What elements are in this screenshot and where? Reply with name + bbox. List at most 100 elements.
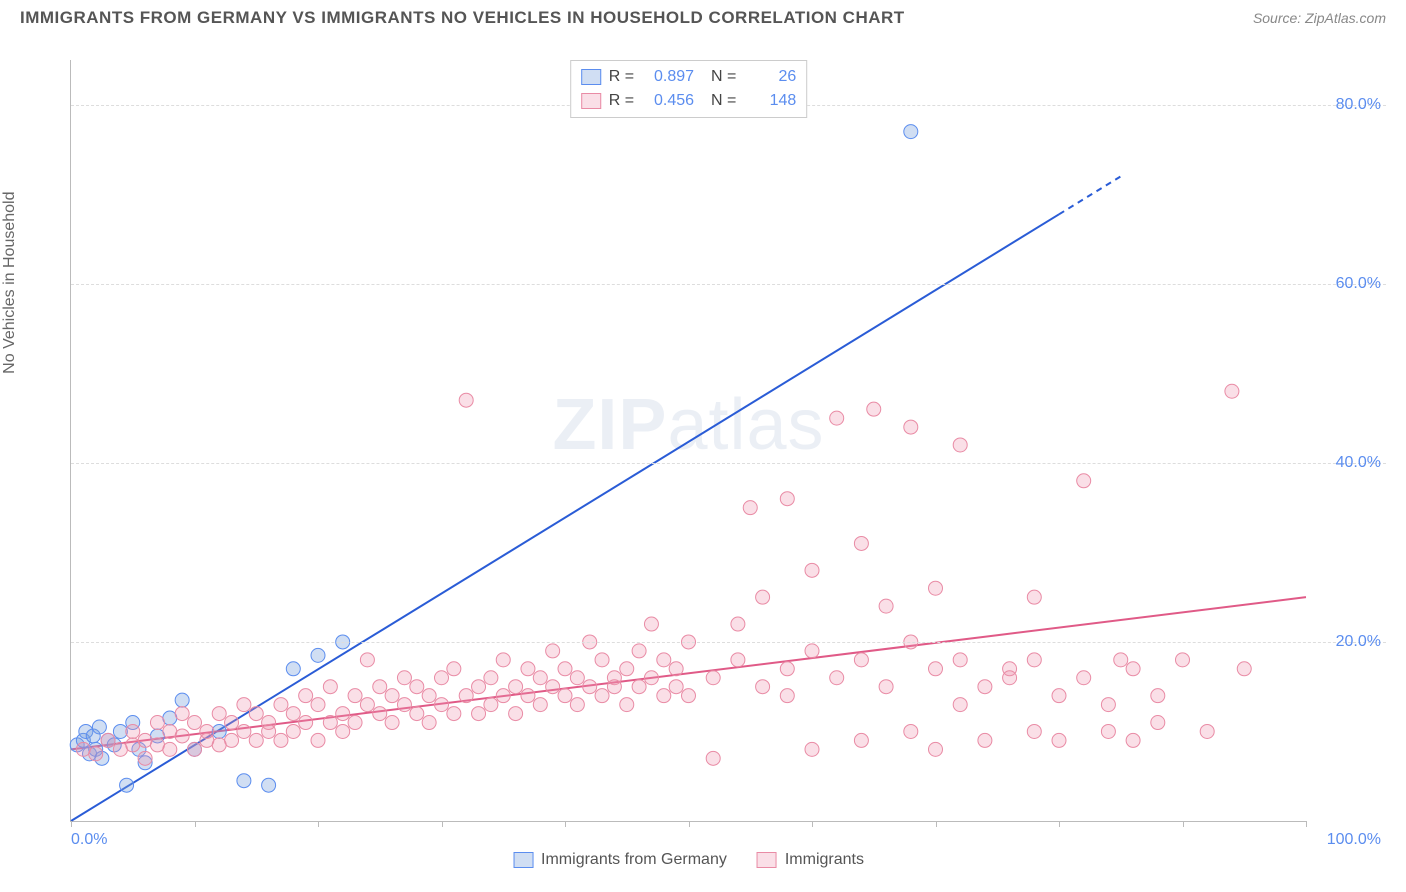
data-point	[385, 716, 399, 730]
data-point	[360, 653, 374, 667]
data-point	[496, 689, 510, 703]
data-point	[311, 733, 325, 747]
data-point	[101, 733, 115, 747]
data-point	[336, 724, 350, 738]
data-point	[657, 653, 671, 667]
data-point	[249, 733, 263, 747]
data-point	[644, 671, 658, 685]
data-point	[657, 689, 671, 703]
plot-area: ZIPatlas R =0.897 N =26R =0.456 N =148 I…	[70, 60, 1306, 822]
data-point	[620, 662, 634, 676]
data-point	[237, 774, 251, 788]
x-tick	[689, 821, 690, 827]
data-point	[175, 729, 189, 743]
data-point	[620, 698, 634, 712]
data-point	[496, 653, 510, 667]
x-tick-label: 100.0%	[1327, 831, 1381, 849]
data-point	[780, 492, 794, 506]
stats-legend-box: R =0.897 N =26R =0.456 N =148	[570, 60, 808, 118]
data-point	[286, 662, 300, 676]
data-point	[92, 720, 106, 734]
data-point	[743, 501, 757, 515]
data-point	[953, 698, 967, 712]
data-point	[1225, 384, 1239, 398]
data-point	[583, 680, 597, 694]
data-point	[533, 698, 547, 712]
data-point	[854, 653, 868, 667]
data-point	[570, 698, 584, 712]
legend-swatch	[581, 93, 601, 109]
data-point	[904, 724, 918, 738]
data-point	[854, 733, 868, 747]
data-point	[472, 680, 486, 694]
y-tick-label: 20.0%	[1336, 633, 1381, 651]
data-point	[595, 653, 609, 667]
data-point	[311, 648, 325, 662]
data-point	[1101, 698, 1115, 712]
data-point	[385, 689, 399, 703]
data-point	[459, 689, 473, 703]
data-point	[1176, 653, 1190, 667]
data-point	[669, 662, 683, 676]
data-point	[120, 778, 134, 792]
data-point	[780, 689, 794, 703]
data-point	[1027, 653, 1041, 667]
data-point	[150, 716, 164, 730]
legend-n-label: N =	[702, 65, 736, 89]
data-point	[138, 751, 152, 765]
y-axis-label: No Vehicles in Household	[1, 191, 19, 373]
legend-r-value: 0.456	[642, 89, 694, 113]
series-legend-item: Immigrants from Germany	[513, 851, 727, 869]
data-point	[756, 590, 770, 604]
data-point	[830, 671, 844, 685]
x-tick	[318, 821, 319, 827]
data-point	[731, 653, 745, 667]
legend-n-label: N =	[702, 89, 736, 113]
series-legend-label: Immigrants	[785, 851, 864, 869]
data-point	[805, 563, 819, 577]
legend-swatch	[513, 852, 533, 868]
x-tick	[1059, 821, 1060, 827]
legend-n-value: 148	[744, 89, 796, 113]
data-point	[1126, 733, 1140, 747]
data-point	[410, 680, 424, 694]
data-point	[447, 662, 461, 676]
legend-r-value: 0.897	[642, 65, 694, 89]
data-point	[1200, 724, 1214, 738]
header-bar: IMMIGRANTS FROM GERMANY VS IMMIGRANTS NO…	[0, 0, 1406, 32]
data-point	[447, 707, 461, 721]
data-point	[1052, 733, 1066, 747]
data-point	[929, 742, 943, 756]
data-point	[299, 689, 313, 703]
data-point	[274, 733, 288, 747]
data-point	[805, 742, 819, 756]
x-tick	[812, 821, 813, 827]
data-point	[644, 617, 658, 631]
data-point	[1027, 590, 1041, 604]
data-point	[706, 751, 720, 765]
data-point	[879, 680, 893, 694]
data-point	[397, 671, 411, 685]
data-point	[805, 644, 819, 658]
data-point	[854, 536, 868, 550]
chart-title: IMMIGRANTS FROM GERMANY VS IMMIGRANTS NO…	[20, 8, 905, 28]
data-point	[459, 393, 473, 407]
data-point	[1052, 689, 1066, 703]
data-point	[422, 689, 436, 703]
data-point	[299, 716, 313, 730]
data-point	[348, 716, 362, 730]
data-point	[558, 689, 572, 703]
x-tick	[195, 821, 196, 827]
data-point	[435, 698, 449, 712]
series-legend-item: Immigrants	[757, 851, 864, 869]
data-point	[521, 662, 535, 676]
legend-n-value: 26	[744, 65, 796, 89]
data-point	[1077, 474, 1091, 488]
data-point	[1237, 662, 1251, 676]
data-point	[373, 680, 387, 694]
grid-line	[71, 463, 1386, 464]
data-point	[484, 698, 498, 712]
stats-legend-row: R =0.456 N =148	[581, 89, 797, 113]
data-point	[249, 707, 263, 721]
data-point	[521, 689, 535, 703]
